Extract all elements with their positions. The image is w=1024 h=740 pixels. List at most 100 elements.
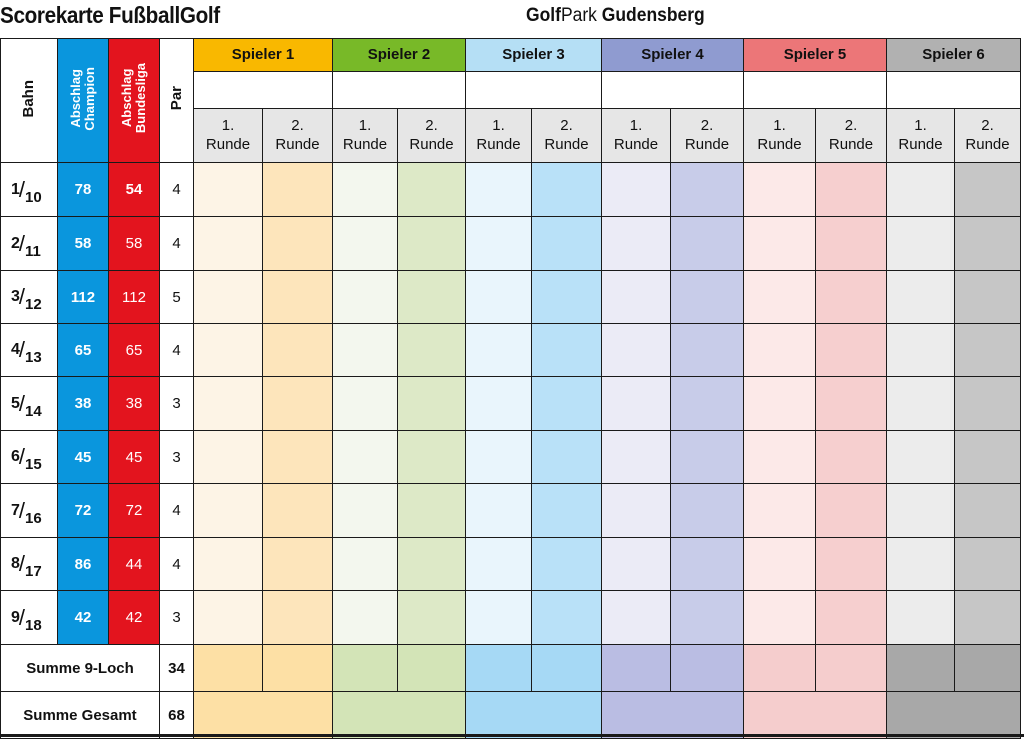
player-6-round-1-score[interactable] (886, 162, 955, 217)
player-4-round-2-score[interactable] (670, 590, 744, 645)
player-2-round-1-score[interactable] (332, 270, 398, 324)
player-5-round-1-score[interactable] (743, 323, 816, 377)
player-1-round-2-score[interactable] (262, 483, 333, 538)
player-6-round-1-score[interactable] (886, 537, 955, 591)
player-6-round-1-score[interactable] (886, 270, 955, 324)
player-6-round-2-score[interactable] (954, 323, 1021, 377)
player-6-round-1-score[interactable] (886, 483, 955, 538)
player-6-round-1-sum[interactable] (886, 644, 955, 692)
player-2-round-1-score[interactable] (332, 430, 398, 484)
player-5-round-2-score[interactable] (815, 537, 887, 591)
player-6-round-2-score[interactable] (954, 216, 1021, 271)
player-5-round-2-score[interactable] (815, 590, 887, 645)
player-3-round-2-score[interactable] (531, 376, 602, 431)
player-2-round-1-score[interactable] (332, 162, 398, 217)
player-4-round-1-score[interactable] (601, 162, 671, 217)
player-4-round-2-score[interactable] (670, 537, 744, 591)
player-5-round-2-score[interactable] (815, 323, 887, 377)
player-6-round-2-score[interactable] (954, 376, 1021, 431)
player-2-round-1-sum[interactable] (332, 644, 398, 692)
player-2-round-1-score[interactable] (332, 216, 398, 271)
player-1-round-2-score[interactable] (262, 323, 333, 377)
player-4-round-2-score[interactable] (670, 323, 744, 377)
player-1-round-2-score[interactable] (262, 216, 333, 271)
player-3-round-2-score[interactable] (531, 537, 602, 591)
player-3-round-2-score[interactable] (531, 323, 602, 377)
player-4-round-1-score[interactable] (601, 430, 671, 484)
player-6-round-1-score[interactable] (886, 376, 955, 431)
player-2-round-1-score[interactable] (332, 483, 398, 538)
player-2-round-2-score[interactable] (397, 162, 466, 217)
player-4-round-1-score[interactable] (601, 483, 671, 538)
player-4-round-1-score[interactable] (601, 270, 671, 324)
player-1-round-1-score[interactable] (193, 537, 263, 591)
player-1-round-1-score[interactable] (193, 590, 263, 645)
player-2-round-2-score[interactable] (397, 537, 466, 591)
player-2-round-2-score[interactable] (397, 590, 466, 645)
player-4-round-1-score[interactable] (601, 323, 671, 377)
player-2-round-2-score[interactable] (397, 483, 466, 538)
player-2-round-2-score[interactable] (397, 430, 466, 484)
player-6-round-1-score[interactable] (886, 216, 955, 271)
player-3-round-1-score[interactable] (465, 483, 532, 538)
player-3-round-1-score[interactable] (465, 216, 532, 271)
player-4-round-2-score[interactable] (670, 216, 744, 271)
player-2-round-1-score[interactable] (332, 323, 398, 377)
player-5-round-1-score[interactable] (743, 537, 816, 591)
player-2-name-field[interactable] (332, 70, 466, 109)
player-1-round-2-score[interactable] (262, 537, 333, 591)
player-4-round-2-score[interactable] (670, 270, 744, 324)
player-5-round-2-score[interactable] (815, 430, 887, 484)
player-6-name-field[interactable] (886, 70, 1021, 109)
player-5-round-2-score[interactable] (815, 270, 887, 324)
player-6-round-2-score[interactable] (954, 162, 1021, 217)
player-1-round-2-sum[interactable] (262, 644, 333, 692)
player-1-round-1-score[interactable] (193, 430, 263, 484)
player-3-total-sum[interactable] (465, 691, 602, 739)
player-3-name-field[interactable] (465, 70, 602, 109)
player-5-round-2-score[interactable] (815, 162, 887, 217)
player-4-round-1-score[interactable] (601, 590, 671, 645)
player-5-total-sum[interactable] (743, 691, 887, 739)
player-3-round-1-score[interactable] (465, 430, 532, 484)
player-6-round-2-sum[interactable] (954, 644, 1021, 692)
player-2-round-2-sum[interactable] (397, 644, 466, 692)
player-1-round-1-sum[interactable] (193, 644, 263, 692)
player-2-round-1-score[interactable] (332, 590, 398, 645)
player-5-round-1-sum[interactable] (743, 644, 816, 692)
player-1-round-1-score[interactable] (193, 323, 263, 377)
player-6-round-2-score[interactable] (954, 430, 1021, 484)
player-3-round-2-sum[interactable] (531, 644, 602, 692)
player-2-total-sum[interactable] (332, 691, 466, 739)
player-3-round-2-score[interactable] (531, 483, 602, 538)
player-3-round-2-score[interactable] (531, 430, 602, 484)
player-6-total-sum[interactable] (886, 691, 1021, 739)
player-4-round-2-sum[interactable] (670, 644, 744, 692)
player-2-round-1-score[interactable] (332, 537, 398, 591)
player-5-round-1-score[interactable] (743, 376, 816, 431)
player-5-round-1-score[interactable] (743, 430, 816, 484)
player-6-round-1-score[interactable] (886, 590, 955, 645)
player-1-round-2-score[interactable] (262, 270, 333, 324)
player-1-round-2-score[interactable] (262, 430, 333, 484)
player-2-round-2-score[interactable] (397, 323, 466, 377)
player-1-name-field[interactable] (193, 70, 333, 109)
player-5-round-2-score[interactable] (815, 483, 887, 538)
player-4-round-2-score[interactable] (670, 376, 744, 431)
player-3-round-1-score[interactable] (465, 376, 532, 431)
player-3-round-1-score[interactable] (465, 270, 532, 324)
player-1-round-2-score[interactable] (262, 376, 333, 431)
player-3-round-2-score[interactable] (531, 270, 602, 324)
player-4-round-2-score[interactable] (670, 430, 744, 484)
player-4-round-1-score[interactable] (601, 537, 671, 591)
player-4-round-1-sum[interactable] (601, 644, 671, 692)
player-6-round-2-score[interactable] (954, 590, 1021, 645)
player-3-round-2-score[interactable] (531, 162, 602, 217)
player-1-round-2-score[interactable] (262, 590, 333, 645)
player-1-round-1-score[interactable] (193, 270, 263, 324)
player-5-round-1-score[interactable] (743, 590, 816, 645)
player-5-round-1-score[interactable] (743, 216, 816, 271)
player-2-round-2-score[interactable] (397, 376, 466, 431)
player-5-round-1-score[interactable] (743, 162, 816, 217)
player-6-round-2-score[interactable] (954, 483, 1021, 538)
